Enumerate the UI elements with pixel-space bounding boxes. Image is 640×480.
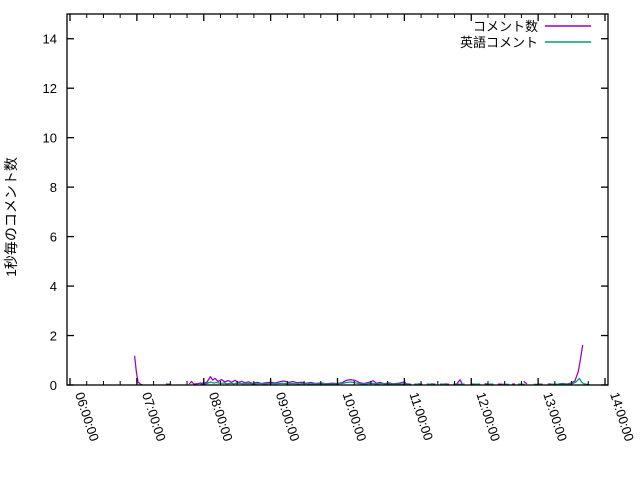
x-tick-label: 10:00:00	[340, 390, 370, 443]
y-tick-label: 12	[43, 81, 57, 96]
y-tick-label: 14	[43, 32, 57, 47]
x-tick-label: 14:00:00	[607, 390, 637, 443]
x-tick-label: 13:00:00	[540, 390, 570, 443]
series-line-0	[133, 355, 143, 386]
y-tick-label: 8	[50, 180, 57, 195]
y-axis-label: 1秒毎のコメント数	[3, 157, 19, 277]
y-tick-label: 2	[50, 329, 57, 344]
series-layer	[133, 344, 590, 386]
x-tick-label: 08:00:00	[206, 390, 236, 443]
legend-label-english-comments: 英語コメント	[460, 35, 538, 50]
y-tick-label: 10	[43, 131, 57, 146]
y-tick-label: 6	[50, 230, 57, 245]
y-tick-label: 4	[50, 279, 57, 294]
series-line-0	[188, 375, 412, 385]
series-line-1	[200, 381, 409, 385]
x-tick-label: 11:00:00	[407, 390, 437, 442]
axes-layer: 06:00:00 07:00:00 08:00:00 09:00:00 10:00:00…	[43, 13, 637, 443]
x-tick-label: 06:00:00	[72, 390, 102, 443]
x-tick-label: 12:00:00	[473, 390, 503, 443]
legend-item-comments: コメント数	[473, 19, 591, 34]
series-line-1	[549, 377, 590, 386]
series-line-0	[456, 379, 463, 385]
x-tick-label: 07:00:00	[139, 390, 169, 443]
series-line-0	[523, 380, 528, 385]
y-tick-label: 0	[50, 378, 57, 393]
legend: コメント数 英語コメント	[460, 19, 591, 50]
legend-label-comments: コメント数	[473, 19, 538, 34]
legend-item-english-comments: 英語コメント	[460, 35, 591, 50]
x-tick-label: 09:00:00	[273, 390, 303, 443]
plot-border	[66, 13, 609, 386]
